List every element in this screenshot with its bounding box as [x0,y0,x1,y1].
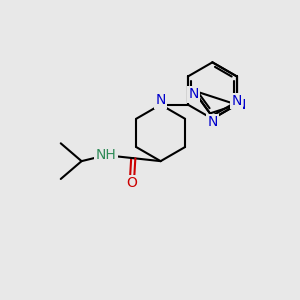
Text: O: O [126,176,137,190]
Text: N: N [207,116,218,129]
Text: N: N [232,94,242,108]
Text: NH: NH [96,148,116,162]
Text: N: N [188,87,199,101]
Text: N: N [235,98,246,112]
Text: N: N [155,93,166,107]
